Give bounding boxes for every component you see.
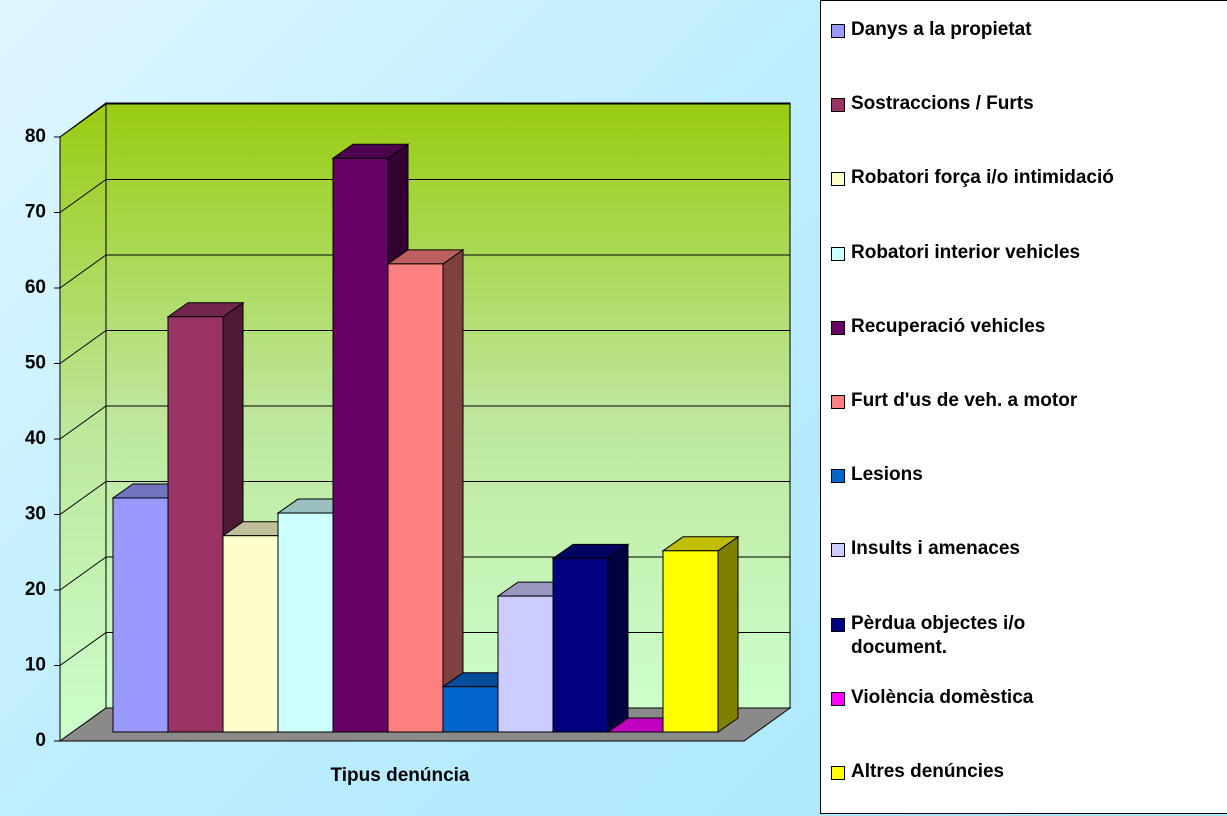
legend-label: Pèrdua objectes i/o document. <box>851 612 1026 658</box>
legend-item: Sostraccions / Furts <box>831 92 1034 116</box>
y-tick-label: 70 <box>25 202 46 223</box>
y-tick-label: 0 <box>35 730 46 751</box>
legend-swatch <box>831 172 845 187</box>
bar <box>332 157 389 733</box>
bar-side <box>607 543 629 733</box>
bar <box>442 686 499 733</box>
grid-line <box>59 632 107 666</box>
legend-label: Violència domèstica <box>851 686 1034 708</box>
y-tick-label: 80 <box>25 126 46 147</box>
legend: Danys a la propietat Sostraccions / Furts… <box>820 0 1227 814</box>
legend-label: Furt d'us de veh. a motor <box>851 390 1078 411</box>
legend-item: Lesions <box>831 463 923 487</box>
grid-line <box>59 330 107 364</box>
legend-swatch <box>831 617 845 632</box>
bar <box>497 595 554 733</box>
legend-label: Robatori força i/o intimidació <box>851 167 1114 189</box>
legend-swatch <box>831 469 845 484</box>
legend-item: Insults i amenaces <box>831 537 1020 561</box>
legend-swatch <box>831 543 845 558</box>
grid-line <box>59 556 107 591</box>
bar-side <box>442 248 464 733</box>
y-tick-label: 20 <box>25 579 46 600</box>
bar <box>222 535 279 733</box>
legend-swatch <box>831 24 845 38</box>
legend-item: Robatori força i/o intimidació <box>831 166 1114 190</box>
y-tick-label: 50 <box>25 353 46 374</box>
legend-label: Insults i amenaces <box>851 538 1020 560</box>
legend-item: Altres denúncies <box>831 760 1004 784</box>
bar <box>112 497 169 733</box>
legend-swatch <box>831 395 845 409</box>
bar <box>277 512 334 733</box>
y-tick-label: 60 <box>25 277 46 298</box>
legend-swatch <box>831 246 845 261</box>
legend-swatch <box>831 691 845 706</box>
legend-label: Lesions <box>851 464 923 486</box>
legend-label: Sostraccions / Furts <box>851 93 1034 115</box>
legend-item: Violència domèstica <box>831 686 1033 710</box>
bar <box>387 263 444 733</box>
legend-label: Robatori interior vehicles <box>851 241 1081 263</box>
x-axis-label: Tipus denúncia <box>330 765 469 786</box>
legend-swatch <box>831 98 845 113</box>
grid-line <box>59 405 107 440</box>
legend-swatch <box>831 320 845 335</box>
legend-item: Pèrdua objectes i/o document. <box>831 612 1111 660</box>
bar <box>662 550 719 733</box>
bar-side <box>717 535 739 733</box>
legend-label: Altres denúncies <box>851 761 1005 782</box>
y-tick-label: 30 <box>25 504 46 525</box>
grid-line <box>59 179 107 213</box>
chart: Tipus denúncia 0 10 20 30 40 50 60 70 80 <box>25 102 792 786</box>
legend-item: Danys a la propietat <box>831 18 1032 42</box>
legend-label: Recuperació vehicles <box>851 315 1046 337</box>
y-tick-label: 10 <box>25 655 46 676</box>
legend-item: Furt d'us de veh. a motor <box>831 389 1077 413</box>
legend-item: Recuperació vehicles <box>831 315 1045 339</box>
grid-line <box>59 254 107 289</box>
legend-item: Robatori interior vehicles <box>831 241 1080 265</box>
y-tick-label: 40 <box>25 428 46 449</box>
grid-line <box>59 481 107 515</box>
bar <box>552 557 609 733</box>
legend-swatch <box>831 766 845 780</box>
bar <box>167 316 224 733</box>
grid-line <box>59 103 107 138</box>
legend-label: Danys a la propietat <box>851 19 1032 40</box>
